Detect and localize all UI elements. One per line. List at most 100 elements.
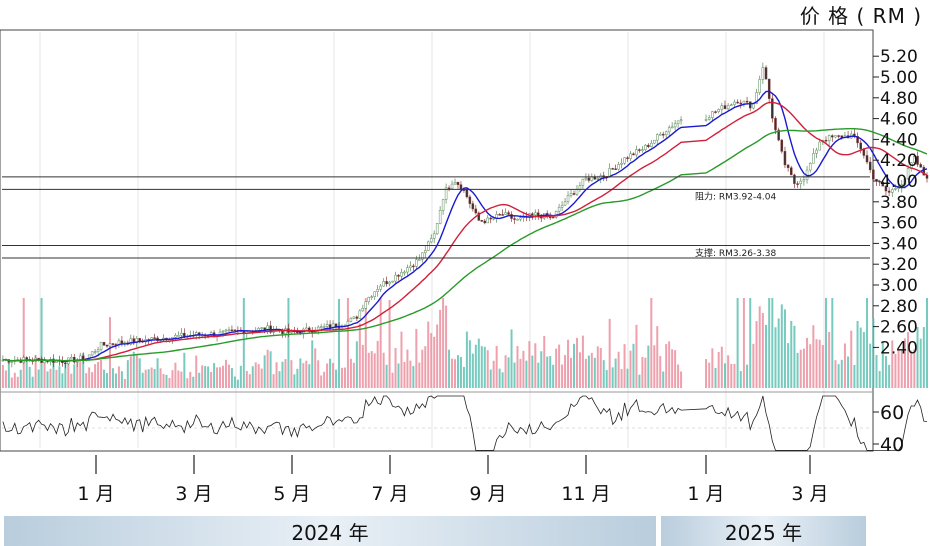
candle-body: [575, 189, 579, 195]
candle-body: [906, 168, 910, 180]
volume-bar: [52, 358, 55, 388]
price-unit-label: 价 格 ( RM ): [799, 4, 922, 28]
volume-bar: [459, 357, 462, 388]
volume-bar: [752, 343, 755, 388]
volume-bar: [22, 298, 25, 388]
volume-bar: [567, 339, 570, 388]
volume-bar: [856, 320, 859, 388]
volume-bar: [477, 338, 480, 388]
volume-bar: [528, 341, 531, 388]
volume-bar: [771, 298, 774, 388]
candle-body: [364, 301, 368, 309]
candle-body: [827, 135, 831, 142]
oscillator-line: [2, 395, 928, 451]
volume-bar: [352, 362, 355, 388]
candle-body: [872, 169, 875, 180]
volume-bar: [266, 349, 269, 388]
candle-body: [614, 168, 617, 170]
volume-bar: [433, 336, 436, 388]
candle-body: [656, 134, 659, 141]
volume-bar: [834, 360, 837, 388]
candle-body: [177, 335, 180, 337]
volume-bar: [111, 368, 114, 388]
candle-body: [664, 131, 668, 135]
candle-body: [230, 329, 234, 332]
volume-bar: [570, 357, 573, 388]
candle-body: [406, 267, 409, 273]
volume-bar: [150, 367, 153, 388]
volume-bar: [708, 362, 711, 388]
volume-bar: [106, 373, 109, 388]
volume-bar: [774, 327, 777, 388]
candle-body: [551, 216, 555, 219]
candle-body: [726, 105, 730, 110]
volume-bar: [361, 344, 364, 388]
candle-body: [394, 274, 397, 282]
volume-bar: [126, 360, 129, 388]
candle-body: [780, 139, 784, 152]
volume-bar: [406, 349, 409, 388]
volume-bar: [272, 374, 275, 388]
candle-body: [647, 144, 650, 147]
volume-bar: [602, 360, 605, 388]
volume-bar: [578, 352, 581, 388]
candle-body: [808, 163, 812, 171]
candle-body: [878, 180, 881, 183]
candle-body: [596, 178, 600, 180]
candle-body: [717, 109, 720, 112]
volume-bar: [287, 298, 290, 388]
candle-body: [453, 182, 457, 185]
volume-bar: [510, 329, 513, 388]
volume-bar: [445, 305, 448, 388]
volume-bar: [94, 364, 97, 388]
candle-body: [563, 201, 567, 206]
volume-bar: [746, 364, 749, 388]
volume-bar: [584, 358, 587, 388]
volume-bar: [227, 364, 230, 388]
volume-bar: [19, 369, 22, 388]
candle-body: [736, 101, 739, 104]
volume-bar: [141, 372, 144, 388]
candle-body: [322, 326, 326, 328]
volume-bar: [866, 298, 869, 388]
time-tick-label: 1 月: [687, 483, 724, 505]
volume-bar: [486, 350, 489, 388]
volume-bar: [799, 349, 802, 388]
volume-bar: [79, 360, 82, 388]
candle-body: [435, 223, 439, 235]
candle-body: [720, 105, 724, 110]
grid: [0, 32, 873, 448]
volume-bar: [165, 374, 168, 388]
candle-body: [661, 133, 665, 136]
candle-body: [793, 174, 796, 184]
volume-bar: [824, 298, 827, 388]
price-axis: 5.205.004.804.604.404.204.003.803.603.40…: [873, 47, 918, 456]
volume-bar: [103, 369, 106, 388]
volume-bar: [768, 298, 771, 388]
candle-body: [653, 139, 656, 144]
volume-bar: [736, 298, 739, 388]
volume-bar: [299, 358, 302, 388]
candle-body: [587, 177, 591, 181]
volume-bar: [471, 353, 474, 388]
volume-bar: [153, 368, 156, 388]
volume-bar: [317, 360, 320, 388]
candle-body: [560, 204, 564, 208]
price-tick-label: 4.00: [880, 172, 918, 192]
volume-bar: [296, 368, 299, 388]
volume-bar: [174, 362, 177, 388]
candle-body: [10, 361, 14, 363]
candle-body: [358, 310, 362, 319]
volume-bar: [474, 344, 477, 388]
volume-bar: [343, 367, 346, 388]
candle-body: [916, 155, 919, 165]
candle-body: [64, 362, 67, 365]
volume-bar: [749, 298, 752, 388]
resistance-label: 阻力: RM3.92-4.04: [695, 190, 777, 202]
candle-body: [397, 274, 400, 277]
volume-bar: [492, 360, 495, 388]
candle-body: [644, 144, 647, 150]
volume-bar: [922, 327, 925, 388]
candle-body: [925, 174, 929, 179]
volume-bar: [575, 337, 578, 388]
